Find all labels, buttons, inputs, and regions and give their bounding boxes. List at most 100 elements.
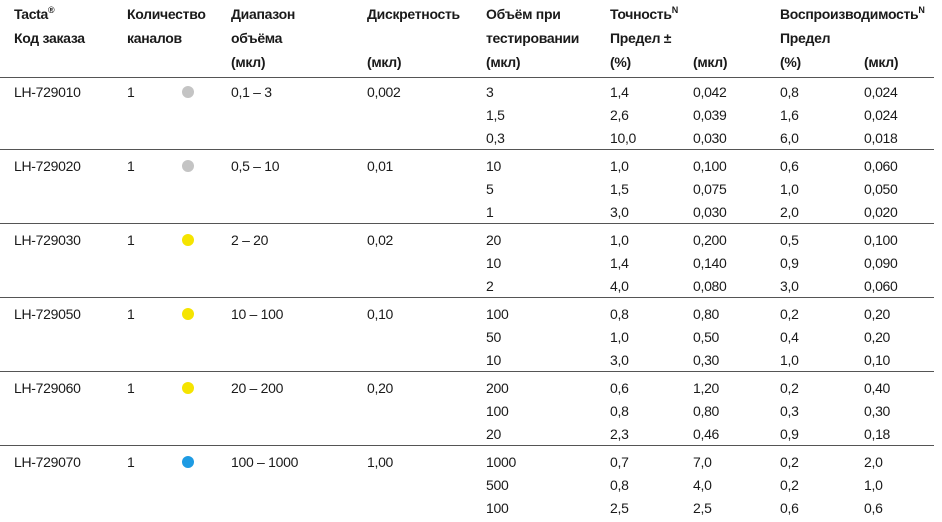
header-text: (мкл) [693,54,728,70]
row-rule [0,149,934,150]
header-text: Предел [780,30,831,46]
test-value: 0,20 [864,306,891,322]
test-value: 0,3 [780,403,799,419]
test-value: 3 [486,84,494,100]
test-value: 10,0 [610,130,637,146]
test-value: 100 [486,403,509,419]
test-value: 0,46 [693,426,720,442]
test-value: 6,0 [780,130,799,146]
superscript: ® [48,5,55,15]
test-value: 1,20 [693,380,720,396]
test-value: 1,0 [610,329,629,345]
header-text: (мкл) [231,54,266,70]
test-value: 7,0 [693,454,712,470]
test-value: 0,140 [693,255,727,271]
discreteness: 0,002 [367,84,401,100]
discreteness: 1,00 [367,454,394,470]
test-value: 0,2 [780,477,799,493]
discreteness: 0,01 [367,158,394,174]
volume-range: 10 – 100 [231,306,284,322]
header-text: (%) [610,54,631,70]
order-code: LH-729050 [14,306,81,322]
header-text: Tacta® [14,5,55,23]
superscript: N [918,5,925,15]
test-value: 0,8 [610,306,629,322]
test-value: 4,0 [610,278,629,294]
test-value: 3,0 [610,204,629,220]
test-value: 20 [486,426,501,442]
test-value: 0,018 [864,130,898,146]
volume-range: 0,1 – 3 [231,84,272,100]
test-value: 0,40 [864,380,891,396]
test-value: 1000 [486,454,516,470]
color-dot [182,308,194,320]
test-value: 1,0 [864,477,883,493]
channels: 1 [127,454,135,470]
test-value: 2,0 [780,204,799,220]
test-value: 0,6 [780,500,799,516]
test-value: 2,3 [610,426,629,442]
test-value: 0,3 [486,130,505,146]
test-value: 0,5 [780,232,799,248]
header-text: объёма [231,30,283,46]
test-value: 3,0 [780,278,799,294]
test-value: 2,5 [693,500,712,516]
order-code: LH-729070 [14,454,81,470]
test-value: 20 [486,232,501,248]
test-value: 10 [486,352,501,368]
channels: 1 [127,380,135,396]
volume-range: 0,5 – 10 [231,158,280,174]
test-value: 1,6 [780,107,799,123]
test-value: 1,5 [610,181,629,197]
test-value: 200 [486,380,509,396]
volume-range: 2 – 20 [231,232,269,248]
row-rule [0,371,934,372]
test-value: 1,0 [780,352,799,368]
test-value: 0,030 [693,204,727,220]
color-dot [182,160,194,172]
test-value: 0,039 [693,107,727,123]
test-value: 1,0 [610,158,629,174]
test-value: 0,8 [780,84,799,100]
header-text: (мкл) [486,54,521,70]
test-value: 0,20 [864,329,891,345]
test-value: 0,075 [693,181,727,197]
discreteness: 0,02 [367,232,394,248]
test-value: 0,8 [610,477,629,493]
test-value: 1 [486,204,494,220]
test-value: 100 [486,500,509,516]
test-value: 500 [486,477,509,493]
channels: 1 [127,232,135,248]
test-value: 0,10 [864,352,891,368]
test-value: 0,100 [693,158,727,174]
header-text: Диапазон [231,6,295,22]
order-code: LH-729010 [14,84,81,100]
test-value: 0,9 [780,255,799,271]
test-value: 0,042 [693,84,727,100]
order-code: LH-729060 [14,380,81,396]
channels: 1 [127,158,135,174]
test-value: 0,6 [610,380,629,396]
test-value: 0,060 [864,278,898,294]
header-text: ТочностьN [610,5,678,23]
header-text: Количество [127,6,206,22]
test-value: 1,4 [610,84,629,100]
test-value: 0,080 [693,278,727,294]
test-value: 0,4 [780,329,799,345]
test-value: 10 [486,158,501,174]
test-value: 0,200 [693,232,727,248]
test-value: 2,6 [610,107,629,123]
test-value: 0,2 [780,306,799,322]
test-value: 0,18 [864,426,891,442]
header-text: Код заказа [14,30,85,46]
header-text: тестировании [486,30,580,46]
test-value: 2,0 [864,454,883,470]
test-value: 1,4 [610,255,629,271]
header-text: Объём при [486,6,561,22]
discreteness: 0,20 [367,380,394,396]
test-value: 1,0 [610,232,629,248]
test-value: 2 [486,278,494,294]
test-value: 10 [486,255,501,271]
row-rule [0,297,934,298]
volume-range: 100 – 1000 [231,454,299,470]
